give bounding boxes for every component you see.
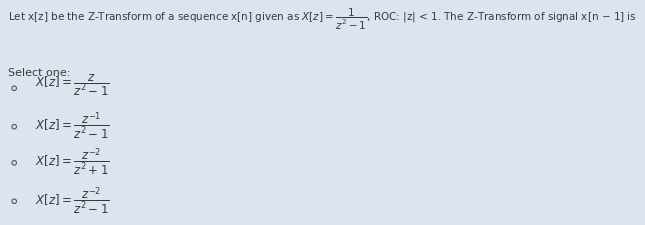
Text: Select one:: Select one: [8,68,70,77]
Text: $\mathit{X}[z] = \dfrac{z}{z^2-1}$: $\mathit{X}[z] = \dfrac{z}{z^2-1}$ [35,72,110,98]
Text: $\mathit{X}[z] = \dfrac{z^{-2}}{z^2+1}$: $\mathit{X}[z] = \dfrac{z^{-2}}{z^2+1}$ [35,146,110,178]
Text: $\mathit{X}[z] = \dfrac{z^{-2}}{z^2-1}$: $\mathit{X}[z] = \dfrac{z^{-2}}{z^2-1}$ [35,184,110,216]
Text: $\mathit{X}[z] = \dfrac{z^{-1}}{z^2-1}$: $\mathit{X}[z] = \dfrac{z^{-1}}{z^2-1}$ [35,110,110,142]
Text: Let x[z] be the Z-Transform of a sequence x[n] given as $\mathit{X}[z] = \dfrac{: Let x[z] be the Z-Transform of a sequenc… [8,7,637,32]
